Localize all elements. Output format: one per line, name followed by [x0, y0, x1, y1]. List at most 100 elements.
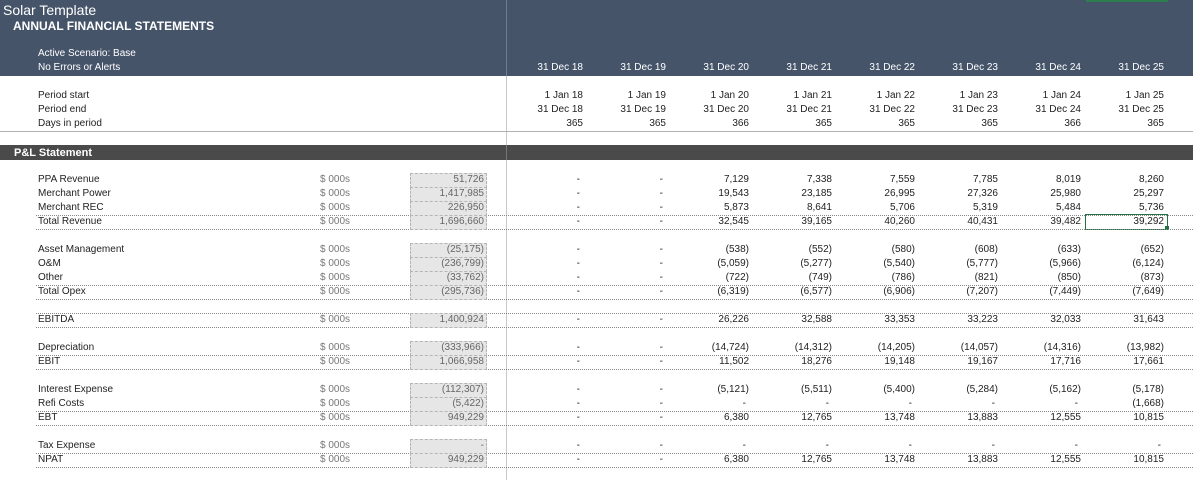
value-cell: 11,502: [719, 356, 749, 367]
value-cell: -: [576, 342, 580, 353]
total-cell: (333,966): [441, 342, 484, 353]
value-cell: -: [1157, 440, 1161, 451]
value-cell: -: [576, 174, 580, 185]
value-cell: 23,185: [801, 188, 832, 199]
dotted-rule: [36, 215, 1193, 216]
dotted-rule: [36, 327, 1193, 328]
row-label: Depreciation: [38, 342, 95, 353]
row-label: Other: [38, 272, 64, 283]
row-label: Tax Expense: [38, 440, 96, 451]
value-cell: 39,165: [801, 216, 832, 227]
value-cell: (6,906): [883, 286, 915, 297]
value-cell: -: [576, 286, 580, 297]
value-cell: (1,668): [1132, 398, 1164, 409]
fill-handle: [1165, 226, 1169, 230]
total-box: [410, 411, 487, 426]
timing-cell: 1 Jan 24: [1042, 90, 1081, 101]
row-label: EBT: [38, 412, 58, 423]
dotted-rule: [36, 229, 1193, 230]
row-label: Period end: [38, 104, 87, 115]
value-cell: 17,661: [1133, 356, 1164, 367]
value-cell: -: [576, 258, 580, 269]
value-cell: -: [742, 440, 746, 451]
total-cell: 51,726: [453, 174, 484, 185]
value-cell: (5,121): [717, 384, 749, 395]
value-cell: -: [576, 244, 580, 255]
value-cell: 6,380: [723, 412, 749, 423]
value-cell: 13,883: [967, 454, 998, 465]
row-label: Merchant Power: [38, 188, 111, 199]
value-cell: (5,162): [1049, 384, 1081, 395]
value-cell: 5,873: [723, 202, 749, 213]
value-cell: -: [576, 188, 580, 199]
value-cell: (538): [725, 244, 749, 255]
total-cell: 1,066,958: [439, 356, 485, 367]
value-cell: 39,482: [1050, 216, 1081, 227]
value-cell: -: [576, 314, 580, 325]
value-cell: -: [659, 174, 663, 185]
value-cell: 19,543: [718, 188, 749, 199]
value-cell: (14,724): [711, 342, 749, 353]
total-cell: (236,799): [441, 258, 484, 269]
total-cell: 949,229: [447, 454, 484, 465]
value-cell: 39,292: [1133, 216, 1164, 227]
value-cell: -: [659, 356, 663, 367]
total-cell: 1,417,985: [439, 188, 485, 199]
value-cell: -: [576, 384, 580, 395]
unit-label: $ 000s: [320, 258, 351, 269]
section-divider: [506, 145, 507, 160]
value-cell: (13,982): [1126, 342, 1164, 353]
value-cell: (5,540): [883, 258, 915, 269]
timing-cell: 1 Jan 22: [876, 90, 915, 101]
value-cell: -: [659, 384, 663, 395]
timing-cell: 1 Jan 19: [627, 90, 666, 101]
unit-label: $ 000s: [320, 384, 351, 395]
timing-cell: 1 Jan 21: [793, 90, 832, 101]
value-cell: (850): [1057, 272, 1081, 283]
value-cell: 19,167: [967, 356, 998, 367]
total-cell: 949,229: [447, 412, 484, 423]
alerts: No Errors or Alerts: [38, 62, 121, 73]
timing-cell: 365: [1147, 118, 1164, 129]
period-header: 31 Dec 25: [1118, 62, 1164, 73]
value-cell: 10,815: [1133, 412, 1164, 423]
section-band: [0, 145, 1193, 160]
value-cell: 33,223: [967, 314, 998, 325]
row-label: NPAT: [38, 454, 64, 465]
value-cell: -: [659, 314, 663, 325]
value-cell: -: [576, 356, 580, 367]
value-cell: 5,736: [1138, 202, 1164, 213]
value-cell: (5,277): [800, 258, 832, 269]
section-title: P&L Statement: [14, 147, 93, 159]
value-cell: (7,649): [1132, 286, 1164, 297]
value-cell: 10,815: [1133, 454, 1164, 465]
unit-label: $ 000s: [320, 202, 351, 213]
value-cell: -: [576, 202, 580, 213]
timing-cell: 1 Jan 18: [544, 90, 583, 101]
total-cell: 1,400,924: [439, 314, 485, 325]
unit-label: $ 000s: [320, 342, 351, 353]
timing-cell: 365: [898, 118, 915, 129]
value-cell: -: [659, 342, 663, 353]
value-cell: 33,353: [884, 314, 915, 325]
value-cell: 7,338: [806, 174, 832, 185]
value-cell: 12,555: [1050, 454, 1081, 465]
value-cell: -: [659, 286, 663, 297]
row-label: Total Revenue: [38, 216, 102, 227]
timing-cell: 1 Jan 20: [710, 90, 749, 101]
value-cell: (608): [974, 244, 998, 255]
value-cell: 40,260: [884, 216, 915, 227]
period-header: 31 Dec 23: [952, 62, 998, 73]
row-label: Refi Costs: [38, 398, 85, 409]
header-band: [0, 0, 1193, 76]
value-cell: 7,785: [972, 174, 998, 185]
timing-cell: 31 Dec 23: [952, 104, 998, 115]
value-cell: (873): [1140, 272, 1164, 283]
value-cell: -: [659, 272, 663, 283]
unit-label: $ 000s: [320, 272, 351, 283]
value-cell: 32,033: [1050, 314, 1081, 325]
value-cell: (5,777): [966, 258, 998, 269]
value-cell: -: [659, 454, 663, 465]
timing-cell: 31 Dec 20: [703, 104, 749, 115]
